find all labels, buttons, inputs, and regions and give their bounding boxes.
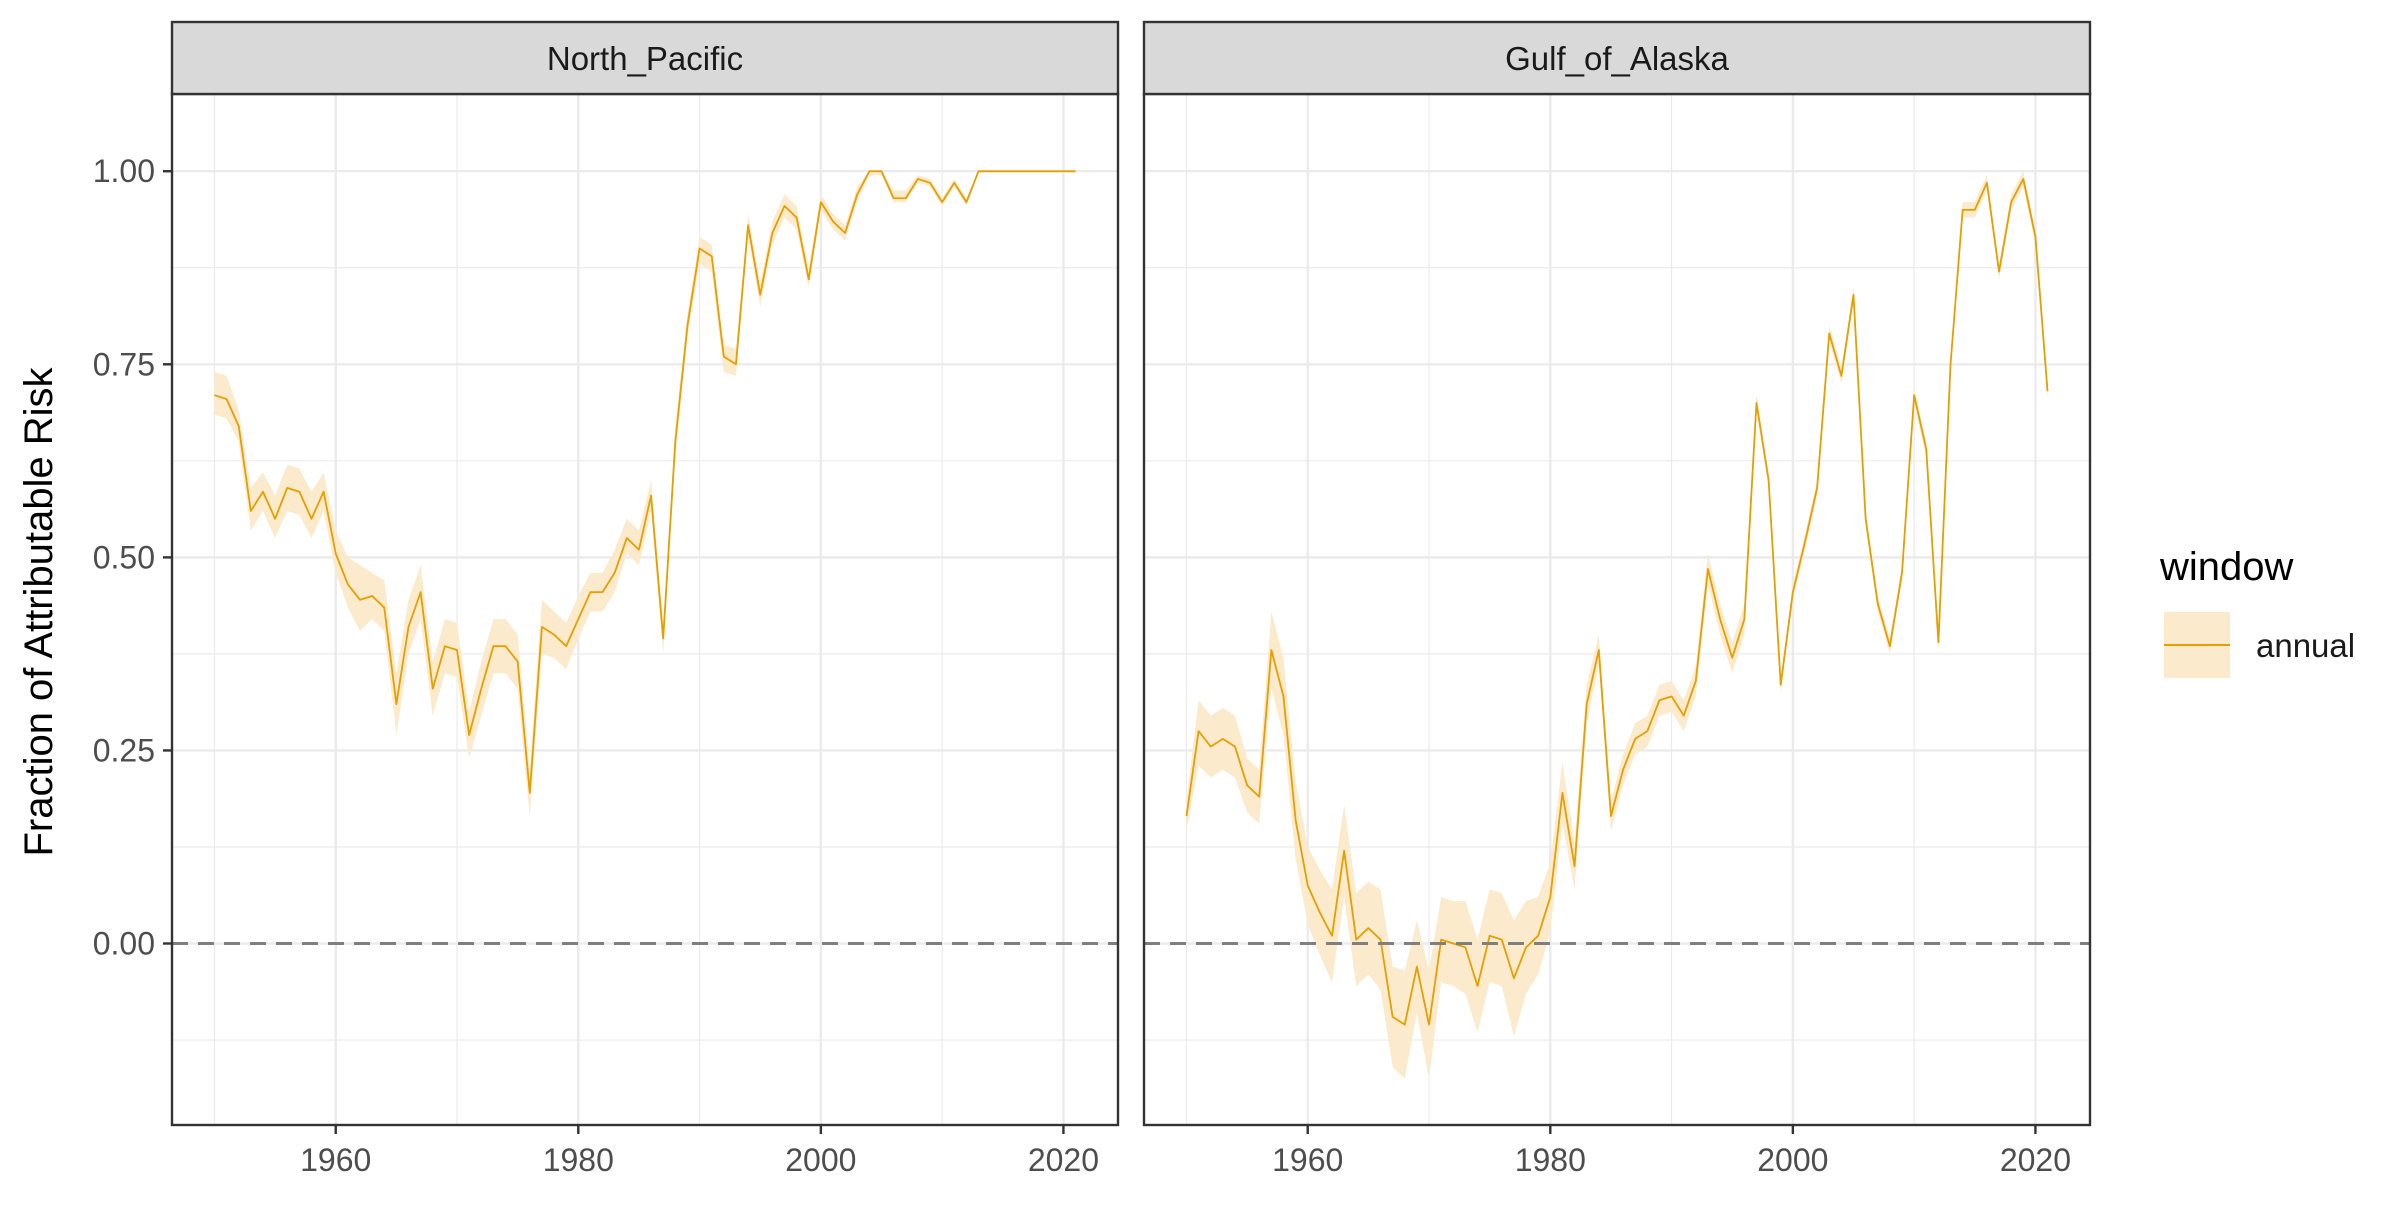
confidence-ribbon-annual xyxy=(214,171,1076,817)
facet-strip xyxy=(1142,20,2092,96)
y-tick-label: 1.00 xyxy=(93,153,155,189)
panel-gulf-of-alaska: Gulf_of_Alaska 1960 1980 2000 2020 xyxy=(1142,20,2092,1178)
series-line-annual xyxy=(214,170,1076,794)
legend-entry-annual: annual xyxy=(2256,627,2355,664)
legend-title: window xyxy=(2159,545,2294,589)
y-tick-label: 0.75 xyxy=(93,346,155,382)
x-tick-label: 2020 xyxy=(1028,1142,1099,1178)
y-tick-label: 0.50 xyxy=(93,539,155,575)
x-tick-label: 1980 xyxy=(1515,1142,1586,1178)
x-tick-label: 2000 xyxy=(785,1142,856,1178)
legend: window annual xyxy=(2159,545,2355,678)
y-tick-label: 0.25 xyxy=(93,732,155,768)
x-tick-label: 1980 xyxy=(543,1142,614,1178)
facet-strip xyxy=(170,20,1120,96)
x-tick-label: 1960 xyxy=(300,1142,371,1178)
facet-strip-label: Gulf_of_Alaska xyxy=(1505,40,1729,77)
facet-strip-label: North_Pacific xyxy=(547,40,743,77)
y-tick-label: 0.00 xyxy=(93,926,155,962)
series-line-annual xyxy=(1185,178,2049,1026)
x-tick-label: 1960 xyxy=(1272,1142,1343,1178)
panel-background xyxy=(1144,94,2090,1125)
x-tick-label: 2000 xyxy=(1757,1142,1828,1178)
panel-background xyxy=(172,94,1118,1125)
panels-layer: North_Pacific 1960 1980 2000 2020 0.00 0.25 0.5… xyxy=(93,20,2092,1178)
x-tick-label: 2020 xyxy=(2000,1142,2071,1178)
y-axis-title: Fraction of Attributable Risk xyxy=(17,366,61,856)
panel-north-pacific: North_Pacific 1960 1980 2000 2020 0.00 0.25 0.5… xyxy=(93,20,1120,1178)
